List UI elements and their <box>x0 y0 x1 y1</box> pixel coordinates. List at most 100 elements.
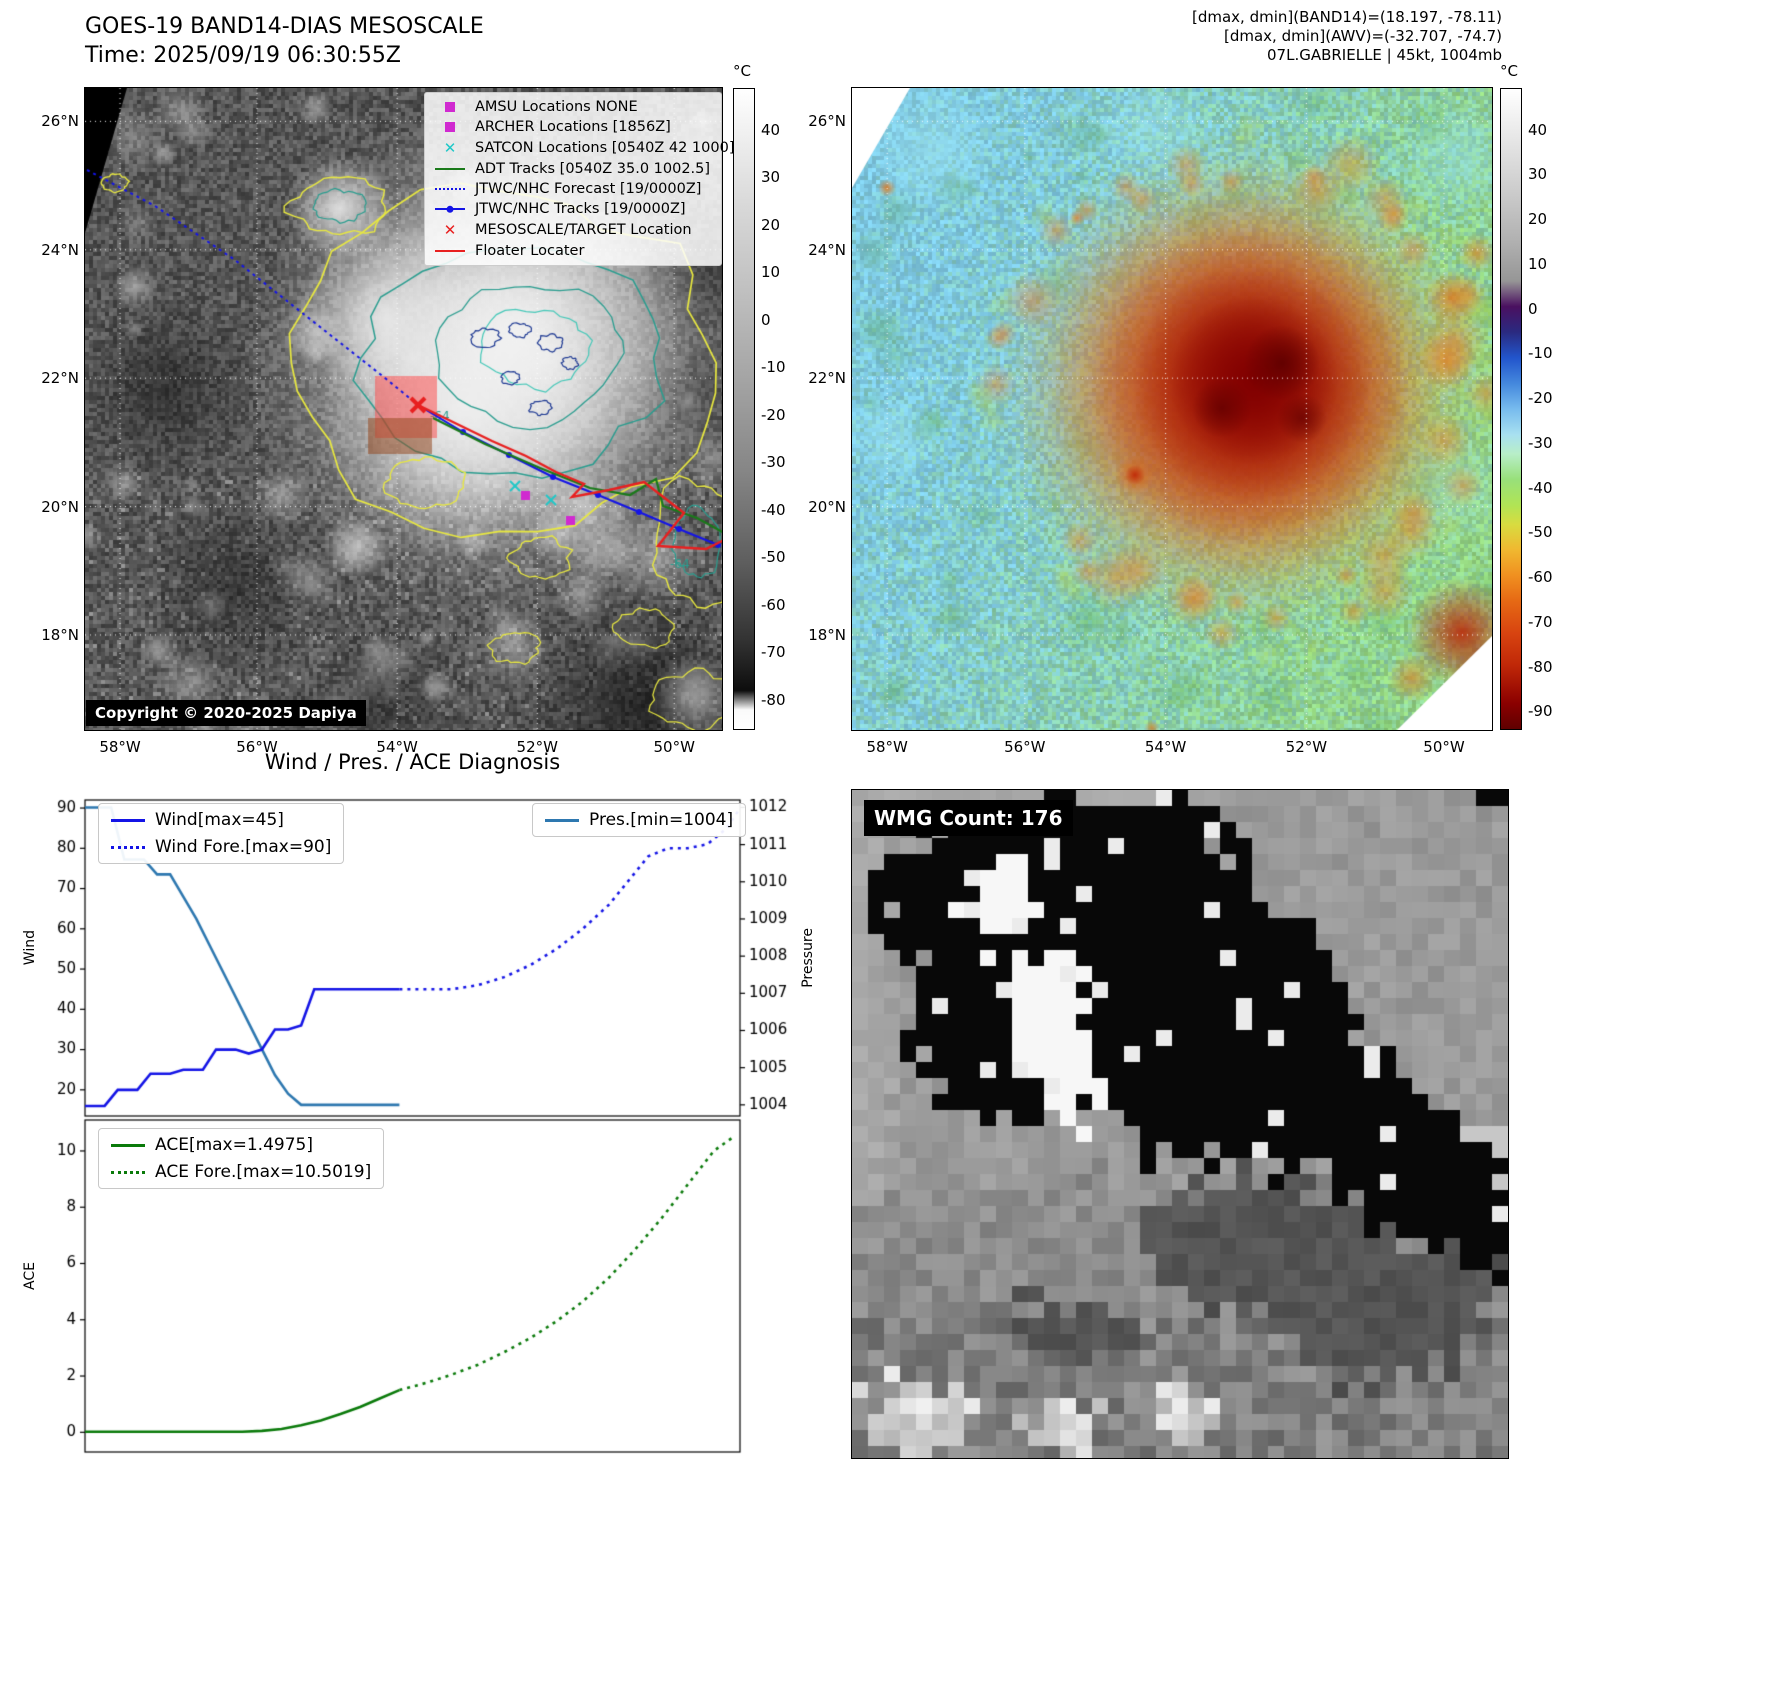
band14-time-line: Time: 2025/09/19 06:30:55Z <box>85 43 401 68</box>
band14-legend-item: ADT Tracks [0540Z 35.0 1002.5] <box>433 161 713 177</box>
awv-colorbar-tick: 20 <box>1528 210 1548 229</box>
legend-label: ACE Fore.[max=10.5019] <box>155 1162 372 1182</box>
dotted-marker-icon <box>433 188 467 190</box>
awv-header: [dmax, dmin](BAND14)=(18.197, -78.11) [d… <box>900 8 1502 65</box>
awv-lon-tick: 50°W <box>1423 738 1465 756</box>
band14-lat-tick: 20°N <box>41 497 79 516</box>
band14-lon-tick: 58°W <box>99 738 141 756</box>
awv-lat-tick: 18°N <box>808 625 846 644</box>
x-swatch: ✕ <box>443 139 457 157</box>
pressure-legend: Pres.[min=1004] <box>532 803 747 837</box>
band14-lon-tick: 52°W <box>516 738 558 756</box>
pressure-line-swatch <box>545 818 579 822</box>
band14-lon-tick: 50°W <box>653 738 695 756</box>
band14-colorbar-tick: -60 <box>761 595 786 614</box>
band14-legend-label: MESOSCALE/TARGET Location <box>475 222 692 238</box>
band14-colorbar-tick: 40 <box>761 120 781 139</box>
line-swatch <box>435 168 465 170</box>
band14-colorbar-tick: -40 <box>761 500 786 519</box>
band14-legend-item: JTWC/NHC Tracks [19/0000Z] <box>433 201 713 217</box>
band14-legend-item: AMSU Locations NONE <box>433 99 713 115</box>
awv-colorbar-tick: -30 <box>1528 433 1553 452</box>
awv-header-dmax-awv: [dmax, dmin](AWV)=(-32.707, -74.7) <box>1223 27 1502 45</box>
band14-lat-tick: 22°N <box>41 369 79 388</box>
ace-line-swatch <box>111 1143 145 1147</box>
band14-legend: AMSU Locations NONE ARCHER Locations [185… <box>424 92 735 266</box>
band14-colorbar-tick: 0 <box>761 310 771 329</box>
awv-lon-tick: 52°W <box>1285 738 1328 756</box>
wind-line-swatch <box>111 818 145 822</box>
awv-satellite-image <box>851 87 1493 731</box>
diagnosis-title: Wind / Pres. / ACE Diagnosis <box>264 750 561 774</box>
awv-colorbar-tick: -20 <box>1528 389 1553 408</box>
band14-legend-item: ✕ MESOSCALE/TARGET Location <box>433 221 713 239</box>
band14-lon-tick: 56°W <box>236 738 278 756</box>
line-marker-icon <box>433 250 467 252</box>
legend-label: Wind Fore.[max=90] <box>155 837 332 857</box>
wind-axis-label: Wind <box>22 930 38 966</box>
band14-legend-label: SATCON Locations [0540Z 42 1000] <box>475 140 735 156</box>
awv-colorbar-tick: -40 <box>1528 478 1553 497</box>
awv-lon-tick: 58°W <box>866 738 908 756</box>
copyright-label: Copyright © 2020-2025 Dapiya <box>86 700 366 726</box>
line-dot-marker-icon <box>433 205 467 213</box>
pressure-axis-label: Pressure <box>800 928 816 988</box>
awv-colorbar-tick: 30 <box>1528 165 1548 184</box>
square-swatch <box>445 102 455 112</box>
band14-legend-item: ✕ SATCON Locations [0540Z 42 1000] <box>433 139 735 157</box>
awv-header-dmax-band14: [dmax, dmin](BAND14)=(18.197, -78.11) <box>1191 8 1502 26</box>
storm-id-label: 07L.GABRIELLE | 45kt, 1004mb <box>1267 46 1502 64</box>
legend-label: ACE[max=1.4975] <box>155 1135 313 1155</box>
wind-pressure-ace-chart <box>20 790 820 1462</box>
awv-lon-tick: 56°W <box>1004 738 1046 756</box>
awv-colorbar-tick: -10 <box>1528 344 1553 363</box>
band14-panel-title: GOES-19 BAND14-DIAS MESOSCALE Time: 2025… <box>85 12 484 70</box>
band14-lat-tick: 18°N <box>41 625 79 644</box>
line-marker-icon <box>433 168 467 170</box>
band14-colorbar-tick: 10 <box>761 263 781 282</box>
awv-colorbar-tick: 10 <box>1528 254 1548 273</box>
dotted-swatch <box>435 188 465 190</box>
legend-item: ACE[max=1.4975] <box>111 1135 371 1155</box>
ace-axis-label: ACE <box>22 1262 38 1290</box>
legend-item: Pres.[min=1004] <box>545 810 733 830</box>
band14-legend-label: AMSU Locations NONE <box>475 99 638 115</box>
legend-label: Pres.[min=1004] <box>589 810 734 830</box>
band14-title-line: GOES-19 BAND14-DIAS MESOSCALE <box>85 14 484 39</box>
square-swatch <box>445 122 455 132</box>
band14-colorbar-tick: -70 <box>761 643 786 662</box>
legend-item: Wind[max=45] <box>111 810 331 830</box>
square-marker-icon <box>433 122 467 132</box>
awv-lat-tick: 26°N <box>808 112 846 131</box>
band14-legend-item: JTWC/NHC Forecast [19/0000Z] <box>433 181 713 197</box>
awv-lat-tick: 24°N <box>808 240 846 259</box>
wmg-count-label: WMG Count: 176 <box>864 800 1073 836</box>
line-dot-swatch <box>435 205 465 213</box>
awv-colorbar-tick: 40 <box>1528 120 1548 139</box>
wind-forecast-swatch <box>111 845 145 849</box>
ace-forecast-swatch <box>111 1170 145 1174</box>
band14-colorbar-tick: -50 <box>761 548 786 567</box>
band14-legend-label: ADT Tracks [0540Z 35.0 1002.5] <box>475 161 711 177</box>
legend-item: Wind Fore.[max=90] <box>111 837 331 857</box>
band14-legend-label: JTWC/NHC Tracks [19/0000Z] <box>475 201 686 217</box>
awv-colorbar-tick: -80 <box>1528 657 1553 676</box>
ace-legend: ACE[max=1.4975] ACE Fore.[max=10.5019] <box>98 1128 385 1189</box>
awv-colorbar-tick: 0 <box>1528 299 1538 318</box>
legend-label: Wind[max=45] <box>155 810 284 830</box>
x-marker-icon: ✕ <box>433 139 467 157</box>
band14-legend-item: Floater Locater <box>433 243 713 259</box>
band14-colorbar-tick: 20 <box>761 215 781 234</box>
line-swatch <box>435 250 465 252</box>
band14-colorbar <box>733 88 755 730</box>
square-marker-icon <box>433 102 467 112</box>
band14-lon-tick: 54°W <box>376 738 418 756</box>
awv-lat-tick: 20°N <box>808 497 846 516</box>
band14-colorbar-unit: °C <box>733 62 751 80</box>
awv-colorbar-tick: -60 <box>1528 568 1553 587</box>
awv-colorbar-unit: °C <box>1500 62 1518 80</box>
awv-colorbar-tick: -50 <box>1528 523 1553 542</box>
awv-lat-tick: 22°N <box>808 369 846 388</box>
band14-legend-label: JTWC/NHC Forecast [19/0000Z] <box>475 181 702 197</box>
